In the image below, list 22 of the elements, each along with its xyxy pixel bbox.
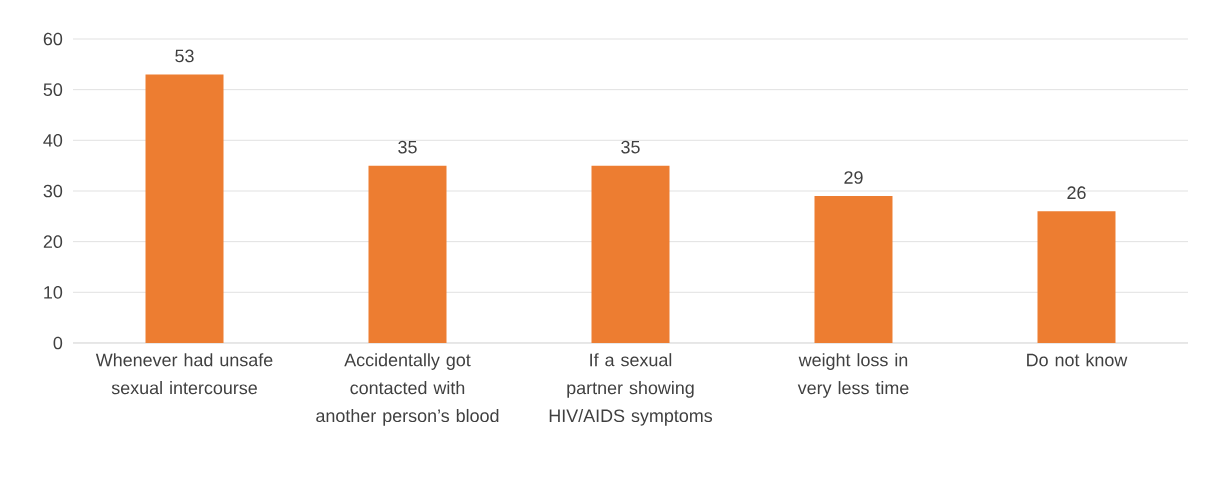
data-label: 35: [398, 140, 417, 154]
bar: [814, 196, 893, 343]
y-tick-label: 40: [43, 133, 63, 147]
x-tick-label: weight loss in very less time: [797, 353, 909, 398]
bar: [145, 74, 224, 343]
y-tick-label: 50: [43, 83, 63, 96]
y-tick-label: 60: [43, 32, 63, 46]
y-tick-label: 30: [43, 184, 63, 198]
x-tick-label: Whenever had unsafe sexual intercourse: [95, 353, 273, 395]
bar: [1037, 211, 1116, 343]
bar: [591, 165, 670, 343]
x-tick-label: If a sexual partner showing HIV/AIDS symptoms: [549, 353, 713, 426]
x-tick-label: Do not know: [1027, 353, 1128, 367]
y-tick-label: 0: [53, 336, 63, 350]
data-label: 35: [621, 140, 640, 154]
bar: [368, 165, 447, 343]
y-tick-label: 20: [43, 235, 63, 248]
data-label: 26: [1067, 186, 1086, 200]
data-label: 53: [175, 49, 194, 63]
y-tick-label: 10: [44, 285, 63, 299]
x-tick-label: Accidentally got contacted with another person’s blood: [316, 353, 499, 426]
data-label: 29: [844, 171, 863, 184]
